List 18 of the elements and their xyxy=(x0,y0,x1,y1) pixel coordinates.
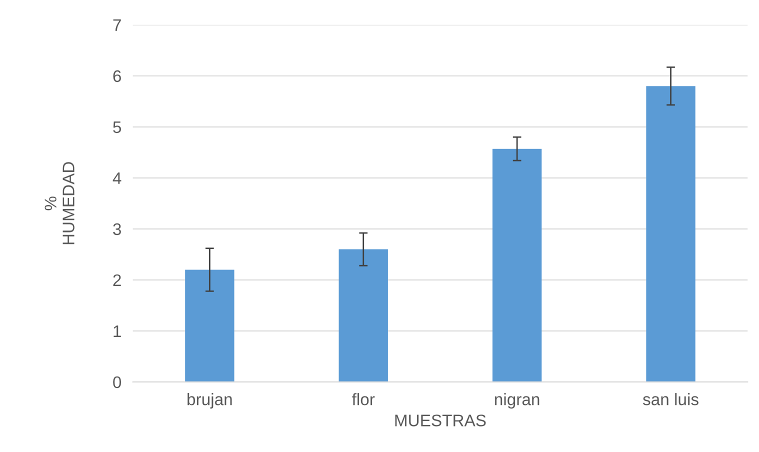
x-tick-label: flor xyxy=(352,393,375,406)
y-tick-label: 4 xyxy=(112,172,122,184)
bar xyxy=(492,148,542,382)
y-tick-label: 0 xyxy=(113,376,122,388)
x-axis-title: MUESTRAS xyxy=(395,414,486,426)
bar xyxy=(185,270,234,382)
x-tick-label: nigran xyxy=(495,393,540,409)
y-tick-label: 2 xyxy=(113,274,121,286)
y-axis-title: % HUMEDAD xyxy=(44,162,74,244)
x-tick-label: brujan xyxy=(188,393,232,409)
x-tick-label: san luis xyxy=(642,393,698,406)
y-tick-label: 5 xyxy=(113,121,122,134)
bar xyxy=(338,249,388,382)
y-tick-label: 3 xyxy=(113,223,121,236)
y-tick-label: 7 xyxy=(113,19,121,31)
y-tick-label: 6 xyxy=(113,70,121,82)
y-tick-label: 1 xyxy=(114,326,121,337)
bar xyxy=(646,86,696,382)
